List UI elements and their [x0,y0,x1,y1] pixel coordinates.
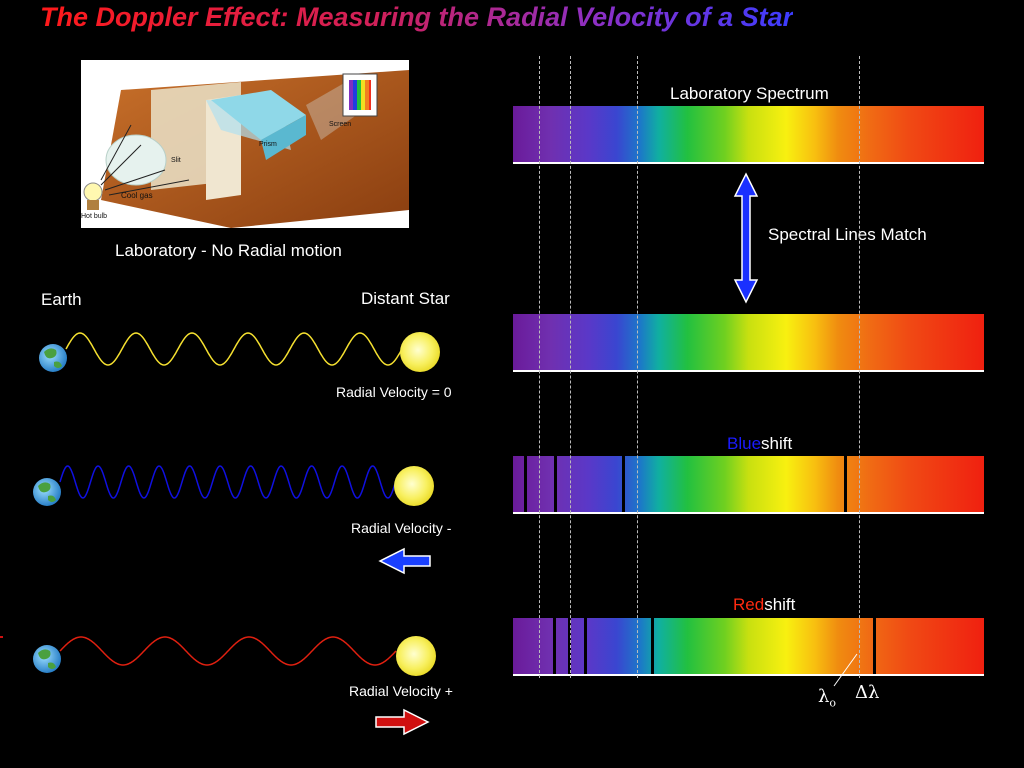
reference-line [637,56,638,678]
arrow-right-icon [375,708,430,736]
absorption-line [554,456,557,512]
page-title: The Doppler Effect: Measuring the Radial… [40,2,794,32]
double-arrow-icon [733,172,759,304]
star-icon [400,332,440,372]
wave-redshift [59,636,397,666]
earth-label: Earth [41,290,82,309]
redshift-spectrum [513,618,984,676]
prism-shape [211,90,306,140]
laboratory-spectrum [513,106,984,164]
lab-setup-drawing: Screen Prism Slit Cool gas Hot bulb [81,70,409,228]
lab-caption: Laboratory - No Radial motion [115,241,342,260]
star-icon [396,636,436,676]
absorption-line [553,618,556,674]
absorption-line [622,456,625,512]
absorption-line [844,456,847,512]
screen-label: Screen [329,121,351,128]
lambda-zero-label: λo [818,686,837,710]
wave-rest [65,332,403,366]
absorption-line [651,618,654,674]
laboratory-illustration: Screen Prism Slit Cool gas Hot bulb [81,60,409,228]
star-spectrum-rest [513,314,984,372]
arrow-left-icon [378,547,431,575]
distant-star-label: Distant Star [361,289,450,308]
spectral-lines-match-label: Spectral Lines Match [768,225,927,244]
star-icon [394,466,434,506]
slit-label: Slit [171,157,181,164]
velocity-zero-label: Radial Velocity = 0 [336,384,452,400]
prism-label: Prism [259,141,277,148]
blueshift-spectrum [513,456,984,514]
wave-blueshift [59,465,397,499]
earth-icon [33,478,61,506]
earth-icon [39,344,67,372]
delta-lambda-label: Δλ [855,682,880,703]
lambda-pointer-line [833,653,858,687]
cool-gas-label: Cool gas [121,191,153,200]
redshift-rest-part: shift [764,595,796,614]
lab-spectrum-label: Laboratory Spectrum [670,84,829,103]
redshift-colored-part: Red [733,595,765,614]
cool-gas-cloud [105,134,167,186]
absorption-line [584,618,587,674]
hot-bulb-label: Hot bulb [81,213,107,220]
reference-line [570,56,571,678]
reference-line [859,56,860,678]
blueshift-colored-part: Blue [727,434,762,453]
redshift-label: Redshift [733,595,795,615]
reference-line [539,56,540,678]
absorption-line [873,618,876,674]
earth-icon [33,645,61,673]
velocity-positive-label: Radial Velocity + [349,683,453,699]
absorption-line [568,618,571,674]
velocity-negative-label: Radial Velocity - [351,520,452,536]
blueshift-label: Blueshift [727,434,792,454]
absorption-line [524,456,527,512]
blueshift-rest-part: shift [761,434,793,453]
